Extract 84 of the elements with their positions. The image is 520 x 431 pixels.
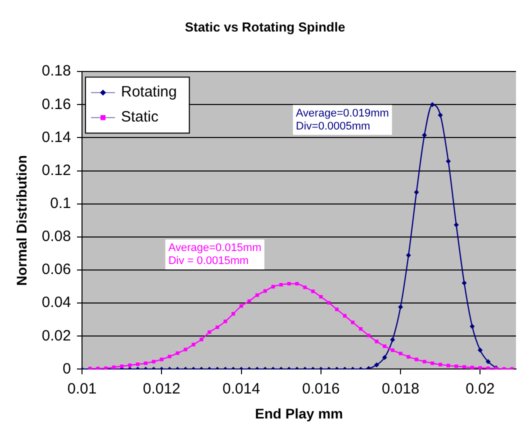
legend-label: Rotating	[121, 84, 177, 101]
point	[224, 320, 228, 324]
x-tick-label: 0.016	[302, 380, 340, 398]
x-tick-label: 0.018	[382, 380, 420, 398]
point	[216, 325, 220, 329]
point	[160, 358, 164, 362]
point	[486, 359, 491, 364]
x-axis-title: End Play mm	[255, 405, 343, 422]
y-tick-label: 0.14	[42, 128, 71, 146]
point	[422, 360, 426, 364]
x-tick-label: 0.012	[142, 380, 180, 398]
y-tick-label: 0.02	[42, 327, 71, 344]
point	[184, 348, 188, 352]
point	[430, 102, 435, 108]
point	[462, 365, 466, 369]
point	[176, 351, 180, 355]
point	[486, 366, 490, 370]
point	[247, 299, 251, 303]
point	[454, 364, 458, 368]
point	[311, 290, 315, 294]
point	[200, 338, 204, 342]
y-tick-label: 0.08	[42, 228, 71, 246]
point	[374, 340, 378, 344]
point	[422, 132, 427, 138]
point	[335, 308, 339, 312]
point	[350, 320, 355, 324]
y-tick-label: 0.1	[50, 195, 71, 212]
legend-label: Static	[121, 108, 160, 126]
point	[438, 362, 442, 366]
point	[128, 363, 132, 367]
point	[358, 327, 362, 331]
point	[438, 112, 443, 118]
point	[192, 342, 196, 346]
point	[430, 361, 434, 366]
point	[303, 286, 307, 290]
y-axis-title: Normal Distribution	[13, 155, 30, 286]
annotation: Average=0.019mm Div=0.0005mm	[296, 107, 389, 132]
point	[144, 361, 148, 366]
point	[152, 360, 156, 364]
point	[271, 284, 275, 288]
point	[136, 362, 140, 366]
x-tick-label: 0.014	[222, 380, 260, 398]
point	[343, 314, 347, 318]
y-tick-label: 0.16	[42, 96, 71, 113]
x-tick-label: 0.01	[67, 380, 97, 398]
point	[263, 289, 267, 293]
y-tick-label: 0.06	[42, 261, 71, 278]
point	[446, 364, 450, 368]
point	[454, 222, 459, 228]
point	[120, 364, 124, 368]
point	[462, 280, 467, 286]
point	[232, 312, 236, 316]
point	[478, 366, 482, 370]
point	[255, 293, 259, 297]
annotation: Average=0.015mm Div = 0.0015mm	[168, 242, 262, 267]
point	[374, 362, 380, 368]
point	[478, 348, 483, 353]
point	[470, 324, 475, 329]
x-tick-label: 0.02	[466, 380, 495, 398]
point	[279, 282, 283, 286]
y-tick-label: 0.04	[42, 294, 71, 312]
point	[208, 330, 212, 334]
point	[414, 190, 419, 195]
point	[398, 352, 402, 356]
point	[295, 282, 299, 286]
point	[390, 337, 396, 342]
point	[168, 354, 172, 358]
point	[406, 355, 410, 359]
y-tick-label: 0.12	[42, 162, 71, 179]
y-tick-label: 0	[62, 360, 71, 378]
chart-title: Static vs Rotating Spindle	[184, 19, 346, 34]
point	[287, 282, 291, 286]
point	[390, 348, 394, 352]
point	[446, 158, 451, 164]
point	[406, 252, 411, 258]
point	[398, 304, 404, 310]
point	[382, 354, 388, 360]
y-tick-label: 0.18	[42, 62, 71, 80]
point	[327, 300, 331, 305]
point	[414, 358, 418, 362]
point	[240, 304, 244, 308]
point	[319, 295, 323, 299]
point	[366, 334, 370, 338]
point	[382, 344, 386, 348]
